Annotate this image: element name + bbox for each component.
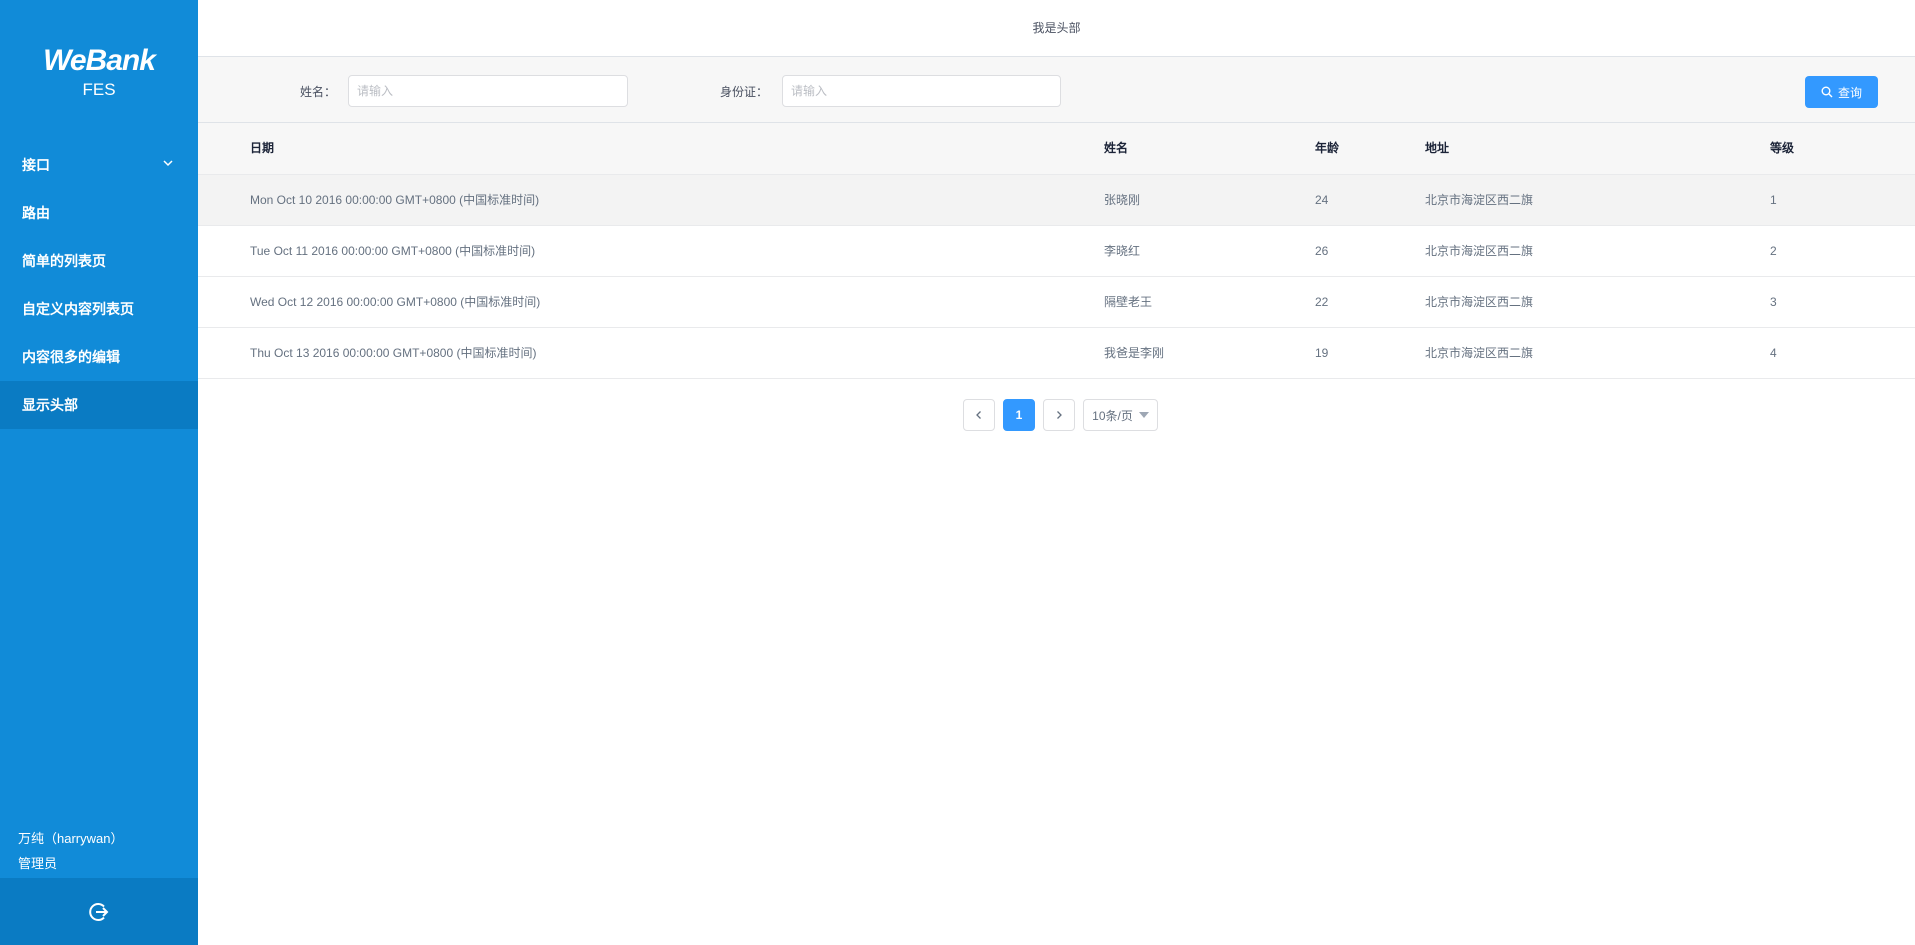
table-row[interactable]: Tue Oct 11 2016 00:00:00 GMT+0800 (中国标准时… bbox=[198, 226, 1915, 277]
user-info: 万纯（harrywan） 管理员 bbox=[18, 826, 123, 876]
page-size-value: 10条/页 bbox=[1092, 408, 1133, 423]
cell-age: 24 bbox=[1315, 193, 1329, 207]
column-header-address[interactable]: 地址 bbox=[1425, 141, 1450, 155]
cell-address: 北京市海淀区西二旗 bbox=[1425, 346, 1534, 360]
next-page-button[interactable] bbox=[1043, 399, 1075, 431]
cell-date: Wed Oct 12 2016 00:00:00 GMT+0800 (中国标准时… bbox=[250, 295, 541, 309]
cell-address: 北京市海淀区西二旗 bbox=[1425, 244, 1534, 258]
cell-age: 19 bbox=[1315, 346, 1329, 360]
sidebar: WeBank FES 接口 路由 简单的列表页 自定义内容列表页 内容很多的编辑… bbox=[0, 0, 198, 945]
cell-level: 4 bbox=[1770, 346, 1777, 360]
cell-address: 北京市海淀区西二旗 bbox=[1425, 295, 1534, 309]
sidebar-item-label: 内容很多的编辑 bbox=[22, 349, 120, 365]
cell-level: 3 bbox=[1770, 295, 1777, 309]
page-header: 我是头部 bbox=[198, 0, 1915, 57]
sidebar-item-custom-list[interactable]: 自定义内容列表页 bbox=[0, 285, 198, 333]
user-role: 管理员 bbox=[18, 856, 58, 871]
logout-icon bbox=[89, 902, 109, 921]
search-icon bbox=[1821, 86, 1833, 98]
cell-address: 北京市海淀区西二旗 bbox=[1425, 193, 1534, 207]
chevron-down-icon bbox=[162, 141, 174, 189]
data-table: 日期 姓名 年龄 地址 等级 Mon Oct 10 2016 00:00:00 … bbox=[198, 123, 1915, 379]
table-row[interactable]: Mon Oct 10 2016 00:00:00 GMT+0800 (中国标准时… bbox=[198, 175, 1915, 226]
column-header-level[interactable]: 等级 bbox=[1770, 141, 1795, 155]
cell-name: 隔壁老王 bbox=[1104, 295, 1153, 309]
column-header-name[interactable]: 姓名 bbox=[1104, 141, 1129, 155]
pagination: 1 10条/页 bbox=[963, 399, 1158, 431]
caret-down-icon bbox=[1138, 412, 1149, 418]
prev-page-button[interactable] bbox=[963, 399, 995, 431]
id-input[interactable] bbox=[782, 75, 1061, 107]
page-1-button[interactable]: 1 bbox=[1003, 399, 1035, 431]
sidebar-item-label: 简单的列表页 bbox=[22, 253, 106, 269]
logo-brand: WeBank bbox=[43, 44, 156, 77]
logo-sub: FES bbox=[82, 80, 116, 99]
chevron-left-icon bbox=[976, 411, 981, 419]
cell-name: 我爸是李刚 bbox=[1104, 346, 1165, 360]
name-input[interactable] bbox=[348, 75, 628, 107]
table-header: 日期 姓名 年龄 地址 等级 bbox=[198, 123, 1915, 175]
id-label: 身份证： bbox=[720, 85, 769, 99]
query-label: 查询 bbox=[1837, 85, 1862, 100]
table-row[interactable]: Thu Oct 13 2016 00:00:00 GMT+0800 (中国标准时… bbox=[198, 328, 1915, 379]
sidebar-item-interface[interactable]: 接口 bbox=[0, 141, 198, 189]
cell-level: 2 bbox=[1770, 244, 1777, 258]
name-label: 姓名： bbox=[300, 85, 337, 99]
sidebar-item-label: 显示头部 bbox=[22, 397, 78, 413]
sidebar-item-show-header[interactable]: 显示头部 bbox=[0, 381, 198, 429]
sidebar-menu: 接口 路由 简单的列表页 自定义内容列表页 内容很多的编辑 显示头部 bbox=[0, 141, 198, 429]
filter-bar: 姓名： 身份证： 查询 bbox=[198, 57, 1915, 123]
cell-date: Thu Oct 13 2016 00:00:00 GMT+0800 (中国标准时… bbox=[250, 346, 537, 360]
query-button[interactable]: 查询 bbox=[1805, 76, 1878, 108]
column-header-age[interactable]: 年龄 bbox=[1315, 141, 1340, 155]
user-name: 万纯（harrywan） bbox=[18, 831, 124, 846]
sidebar-item-label: 接口 bbox=[22, 157, 50, 173]
logout-button[interactable] bbox=[0, 878, 198, 945]
page-size-select[interactable]: 10条/页 bbox=[1083, 399, 1158, 431]
cell-date: Tue Oct 11 2016 00:00:00 GMT+0800 (中国标准时… bbox=[250, 244, 536, 258]
sidebar-item-simple-list[interactable]: 简单的列表页 bbox=[0, 237, 198, 285]
sidebar-item-edit[interactable]: 内容很多的编辑 bbox=[0, 333, 198, 381]
column-header-date[interactable]: 日期 bbox=[250, 141, 275, 155]
cell-level: 1 bbox=[1770, 193, 1777, 207]
cell-date: Mon Oct 10 2016 00:00:00 GMT+0800 (中国标准时… bbox=[250, 193, 540, 207]
sidebar-item-label: 自定义内容列表页 bbox=[22, 301, 134, 317]
table-row[interactable]: Wed Oct 12 2016 00:00:00 GMT+0800 (中国标准时… bbox=[198, 277, 1915, 328]
sidebar-item-route[interactable]: 路由 bbox=[0, 189, 198, 237]
cell-name: 李晓红 bbox=[1104, 244, 1141, 258]
cell-age: 26 bbox=[1315, 244, 1329, 258]
chevron-right-icon bbox=[1057, 411, 1062, 419]
cell-age: 22 bbox=[1315, 295, 1329, 309]
cell-name: 张晓刚 bbox=[1104, 193, 1141, 207]
sidebar-item-label: 路由 bbox=[22, 205, 50, 221]
logo: WeBank FES bbox=[0, 44, 198, 100]
